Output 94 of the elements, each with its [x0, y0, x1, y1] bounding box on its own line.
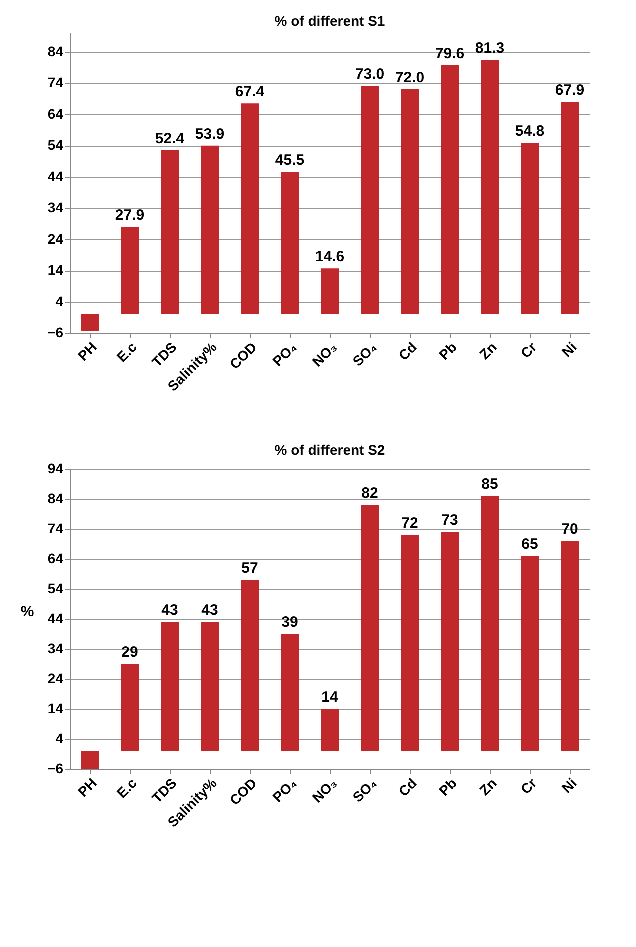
bar	[241, 580, 259, 751]
data-label: 57	[242, 560, 258, 577]
bar	[441, 532, 459, 751]
x-tick-label: PH	[74, 775, 100, 800]
bar	[481, 496, 499, 751]
data-label: 45.5	[275, 152, 305, 170]
x-tick-label: E.c	[114, 774, 140, 802]
x-tick-label: Cd	[395, 339, 420, 364]
y-tick-label: 44	[48, 610, 64, 626]
bar	[401, 89, 419, 314]
data-label: 27.9	[115, 207, 145, 224]
y-axis-title: %	[20, 604, 34, 620]
bar	[441, 66, 459, 314]
bar	[201, 622, 219, 751]
data-label: 73	[442, 512, 458, 529]
y-tick-label: 84	[48, 490, 64, 506]
x-tick-label: PO₄	[270, 775, 300, 806]
x-tick-label: Ni	[558, 339, 580, 360]
bar	[521, 556, 539, 751]
data-label: 54.8	[515, 123, 545, 140]
y-tick-label: 14	[48, 700, 64, 716]
y-tick-label: 4	[56, 730, 64, 746]
data-label: 70	[562, 521, 578, 538]
x-tick-label: Zn	[476, 339, 500, 362]
y-tick-label: 34	[48, 200, 64, 216]
bar	[81, 751, 99, 769]
bar	[121, 227, 139, 314]
y-tick-label: 74	[48, 520, 64, 536]
x-tick-label: NO₃	[309, 775, 340, 806]
data-label: 72	[402, 515, 418, 532]
y-tick-label: 54	[48, 137, 64, 153]
data-label: 81.3	[475, 40, 505, 58]
y-tick-label: 44	[48, 168, 64, 184]
data-label: 79.6	[435, 46, 465, 62]
data-label: 52.4	[155, 130, 186, 148]
y-tick-label: 64	[48, 550, 64, 566]
y-tick-label: 14	[48, 262, 64, 278]
data-label: 53.9	[195, 126, 225, 143]
bar	[201, 146, 219, 314]
bar	[401, 535, 419, 751]
bar	[281, 634, 299, 751]
x-tick-label: PH	[74, 339, 100, 364]
x-tick-label: Cr	[518, 338, 540, 362]
bar	[161, 150, 179, 314]
data-label: 73.0	[355, 66, 385, 84]
y-tick-label: 74	[48, 74, 64, 90]
data-label: 65	[522, 536, 538, 553]
data-label: 67.4	[235, 84, 266, 101]
bar	[521, 143, 539, 314]
y-tick-label: −6	[48, 324, 64, 340]
bar	[281, 172, 299, 314]
y-tick-label: 64	[48, 106, 64, 122]
y-tick-label: −6	[48, 760, 64, 776]
x-tick-label: NO₃	[309, 339, 340, 370]
chart-title: % of different S2	[274, 442, 386, 458]
x-tick-label: Cd	[395, 775, 420, 800]
bar	[321, 268, 339, 314]
data-label: 39	[282, 614, 298, 631]
data-label: 43	[202, 602, 218, 619]
x-tick-label: E.c	[114, 338, 140, 366]
y-tick-label: 34	[48, 640, 64, 656]
bar	[81, 314, 99, 332]
y-tick-label: 94	[48, 460, 64, 476]
data-label: 14	[322, 689, 339, 706]
y-tick-label: 4	[56, 293, 64, 310]
x-tick-label: Zn	[476, 775, 500, 798]
y-tick-label: 84	[48, 43, 64, 60]
y-tick-label: 24	[48, 670, 64, 686]
data-label: 29	[122, 644, 138, 661]
x-tick-label: Ni	[558, 775, 580, 796]
x-tick-label: SO₄	[350, 339, 380, 370]
data-label: 72.0	[395, 69, 425, 86]
x-tick-label: Pb	[436, 775, 460, 800]
bar	[481, 60, 499, 314]
x-tick-label: Pb	[436, 339, 460, 364]
bar	[241, 104, 259, 314]
y-tick-label: 24	[48, 230, 64, 247]
bar	[161, 622, 179, 751]
bar	[561, 541, 579, 751]
x-tick-label: PO₄	[270, 339, 300, 370]
data-label: 82	[362, 485, 378, 502]
bar	[361, 86, 379, 314]
data-label: 67.9	[555, 82, 585, 100]
data-label: 14.6	[315, 248, 345, 266]
chart-title: % of different S1	[274, 13, 386, 29]
x-tick-label: SO₄	[350, 775, 380, 806]
bar	[121, 664, 139, 751]
data-label: 43	[162, 602, 178, 619]
bar	[561, 102, 579, 314]
x-tick-label: Cr	[518, 774, 540, 798]
y-tick-label: 54	[48, 580, 64, 596]
bar	[321, 709, 339, 751]
bar	[361, 505, 379, 751]
data-label: 85	[482, 476, 498, 493]
